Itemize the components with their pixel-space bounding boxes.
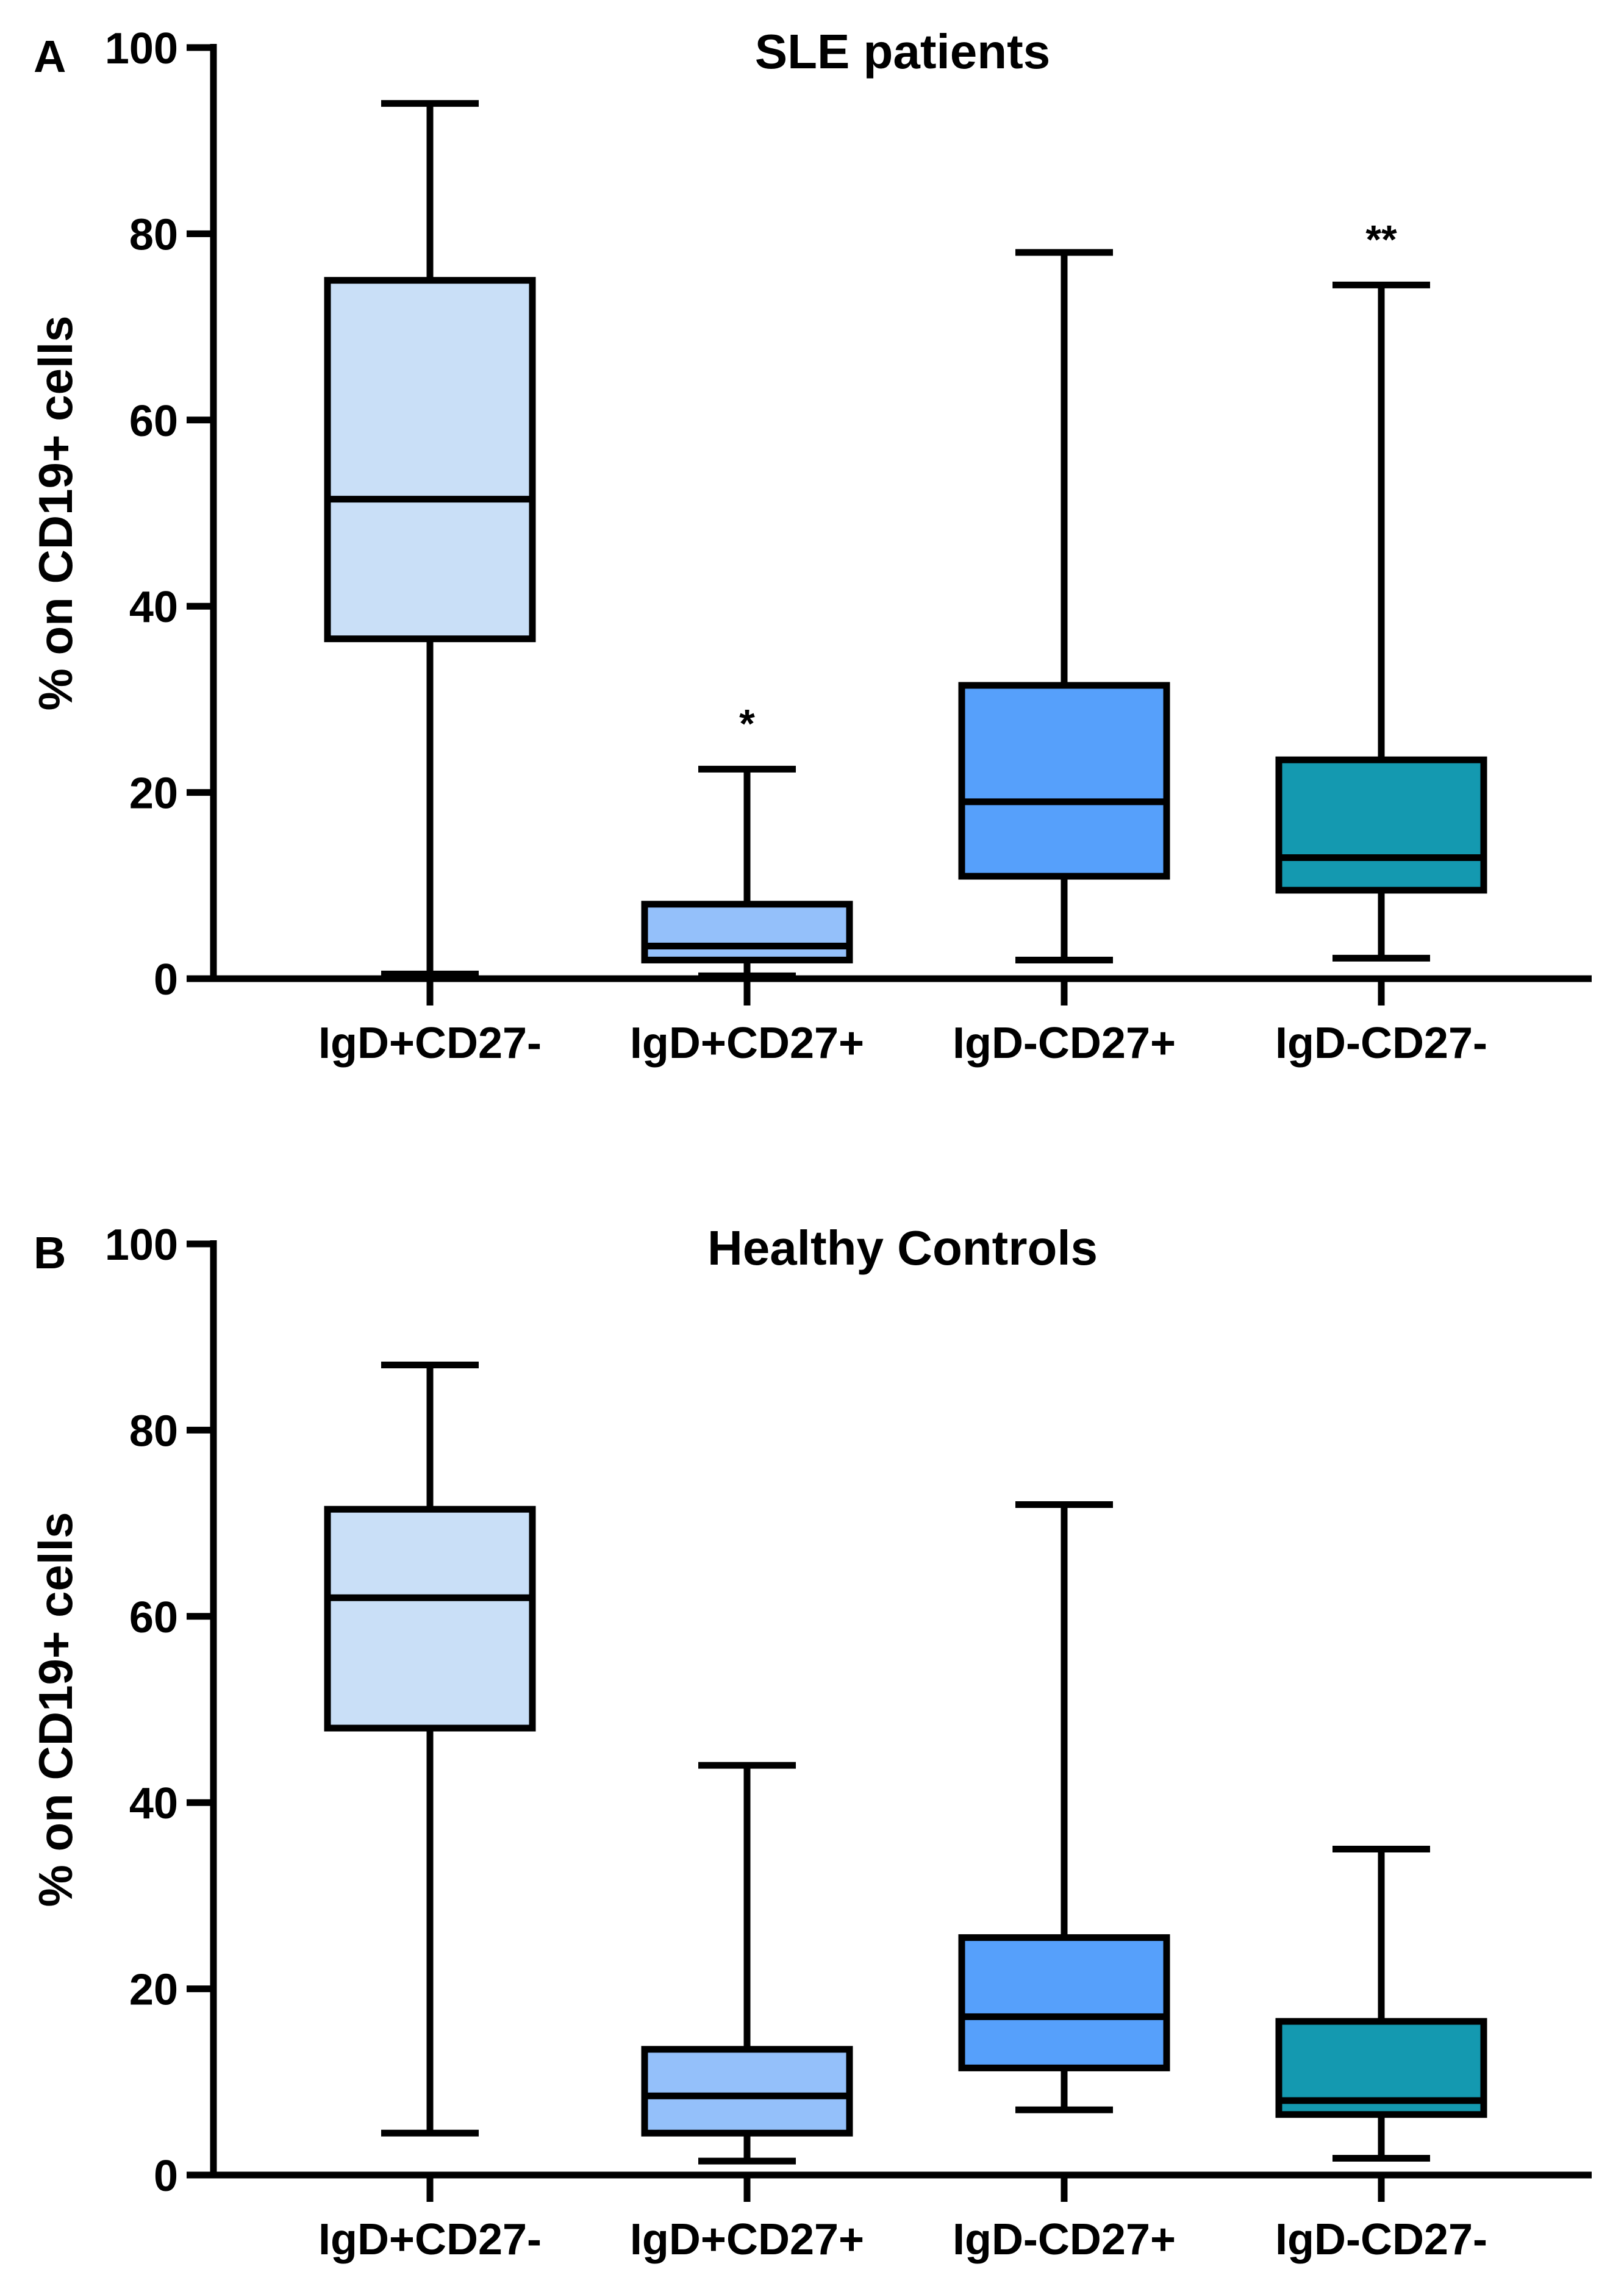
chart-a: A SLE patients % on CD19+ cells 0 20 40 60 80 10… bbox=[29, 24, 1592, 1068]
chart-b-iqr-IgD+CD27+ bbox=[641, 2046, 853, 2137]
chart-b-ytick-label-60: 60 bbox=[129, 1593, 178, 1642]
chart-a-ytick-label-60: 60 bbox=[129, 397, 178, 446]
chart-a-title: SLE patients bbox=[755, 24, 1051, 79]
chart-b-ytick-label-40: 40 bbox=[129, 1779, 178, 1828]
chart-b-ytick-label-100: 100 bbox=[105, 1221, 178, 1270]
chart-b-box-IgD-CD27+ bbox=[958, 1501, 1170, 2113]
chart-b-box-IgD+CD27+ bbox=[641, 1762, 853, 2165]
chart-a-box-IgD+CD27- bbox=[324, 100, 536, 977]
chart-b-xtick-label-IgD+CD27+: IgD+CD27+ bbox=[630, 2215, 864, 2264]
chart-a-xtick-label-IgD+CD27-: IgD+CD27- bbox=[318, 1019, 542, 1068]
chart-a-ylabel: % on CD19+ cells bbox=[29, 315, 82, 710]
chart-a-iqr-IgD+CD27+ bbox=[641, 901, 853, 963]
chart-b-xtick-label-IgD+CD27-: IgD+CD27- bbox=[318, 2215, 542, 2264]
chart-a-xtick-label-IgD+CD27+: IgD+CD27+ bbox=[630, 1019, 864, 1068]
chart-b: B Healthy Controls % on CD19+ cells 0 20 40 60… bbox=[29, 1221, 1592, 2264]
chart-a-xtick-label-IgD-CD27+: IgD-CD27+ bbox=[953, 1019, 1176, 1068]
chart-a-iqr-IgD-CD27+ bbox=[958, 682, 1170, 880]
chart-b-ylabel: % on CD19+ cells bbox=[29, 1512, 82, 1907]
chart-b-box-IgD-CD27- bbox=[1275, 1846, 1487, 2162]
chart-a-ytick-label-0: 0 bbox=[154, 955, 178, 1004]
chart-a-xtick-label-IgD-CD27-: IgD-CD27- bbox=[1275, 1019, 1487, 1068]
chart-b-panel-letter: B bbox=[34, 1227, 66, 1278]
chart-a-ytick-label-40: 40 bbox=[129, 583, 178, 632]
chart-b-ytick-label-20: 20 bbox=[129, 1966, 178, 2015]
chart-b-title: Healthy Controls bbox=[707, 1221, 1098, 1275]
chart-a-box-IgD-CD27-: ** bbox=[1275, 216, 1487, 962]
chart-b-ytick-label-0: 0 bbox=[154, 2152, 178, 2201]
chart-a-ytick-label-80: 80 bbox=[129, 210, 178, 259]
chart-b-iqr-IgD+CD27- bbox=[324, 1506, 536, 1732]
chart-a-annotation-IgD+CD27+: * bbox=[739, 701, 755, 746]
chart-a-box-IgD+CD27+: * bbox=[641, 701, 853, 979]
chart-b-ytick-label-80: 80 bbox=[129, 1407, 178, 1456]
chart-a-iqr-IgD+CD27- bbox=[324, 277, 536, 643]
chart-b-xtick-label-IgD-CD27+: IgD-CD27+ bbox=[953, 2215, 1176, 2264]
chart-a-iqr-IgD-CD27- bbox=[1275, 756, 1487, 894]
chart-a-box-IgD-CD27+ bbox=[958, 249, 1170, 963]
chart-a-ytick-label-100: 100 bbox=[105, 24, 178, 73]
chart-b-box-IgD+CD27- bbox=[324, 1362, 536, 2137]
chart-b-xtick-label-IgD-CD27-: IgD-CD27- bbox=[1275, 2215, 1487, 2264]
chart-b-iqr-IgD-CD27+ bbox=[958, 1934, 1170, 2071]
chart-a-panel-letter: A bbox=[34, 31, 66, 82]
chart-a-annotation-IgD-CD27-: ** bbox=[1365, 216, 1397, 262]
chart-a-ytick-label-20: 20 bbox=[129, 770, 178, 818]
